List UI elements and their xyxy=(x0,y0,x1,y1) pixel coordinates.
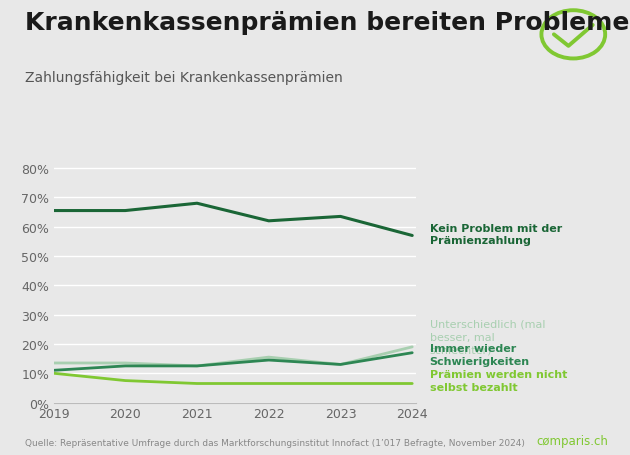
Text: Unterschiedlich (mal
besser, mal
schlechter): Unterschiedlich (mal besser, mal schlech… xyxy=(430,319,545,354)
Text: Zahlungsfähigkeit bei Krankenkassenprämien: Zahlungsfähigkeit bei Krankenkassenprämi… xyxy=(25,71,343,85)
Text: cømparis.ch: cømparis.ch xyxy=(536,434,608,447)
Text: Prämien werden nicht
selbst bezahlt: Prämien werden nicht selbst bezahlt xyxy=(430,369,567,392)
Text: Quelle: Repräsentative Umfrage durch das Marktforschungsinstitut Innofact (1’017: Quelle: Repräsentative Umfrage durch das… xyxy=(25,438,525,447)
Text: Krankenkassenprämien bereiten Probleme: Krankenkassenprämien bereiten Probleme xyxy=(25,11,629,35)
Text: Immer wieder
Schwierigkeiten: Immer wieder Schwierigkeiten xyxy=(430,343,530,366)
Text: Kein Problem mit der
Prämienzahlung: Kein Problem mit der Prämienzahlung xyxy=(430,223,562,246)
